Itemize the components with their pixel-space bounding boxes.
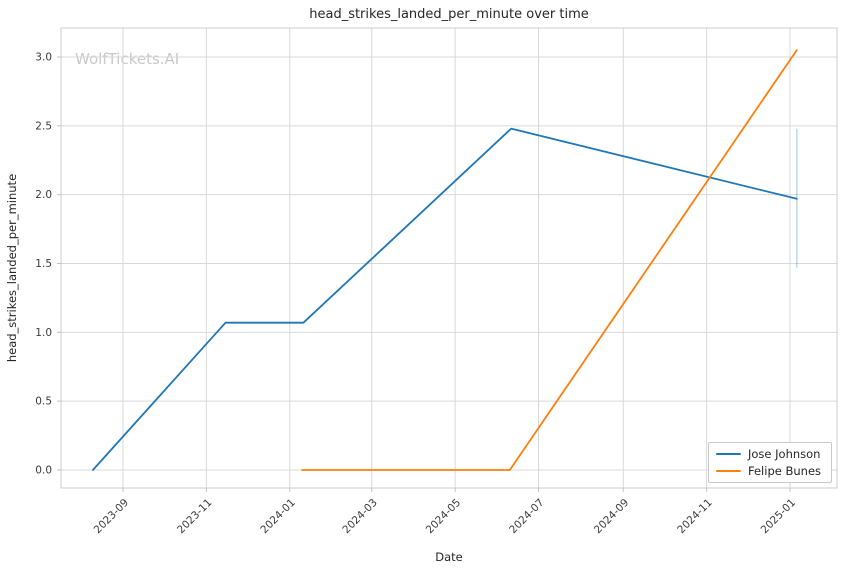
y-tick-label: 0.5: [35, 396, 52, 408]
y-tick-label: 2.5: [35, 120, 52, 132]
legend-line-swatch-blue: [716, 452, 741, 456]
x-tick-label: 2025-01: [759, 497, 799, 537]
y-axis-label: head_strikes_landed_per_minute: [5, 173, 19, 363]
watermark: WolfTickets.AI: [75, 50, 180, 68]
x-tick-label: 2023-11: [175, 497, 215, 537]
x-tick-label: 2023-09: [92, 497, 132, 537]
legend: Jose Johnson Felipe Bunes: [708, 442, 832, 483]
series-line-jose-johnson: [92, 127, 798, 471]
y-tick-label: 1.5: [35, 258, 52, 270]
gridlines: [61, 28, 837, 488]
x-axis-label: Date: [435, 550, 463, 564]
plot-border: [60, 27, 838, 489]
x-tick-label: 2024-09: [592, 497, 632, 537]
chart-title: head_strikes_landed_per_minute over time: [309, 7, 589, 22]
x-tick-label: 2024-07: [507, 497, 547, 537]
x-tick-label: 2024-03: [340, 497, 380, 537]
legend-item: Felipe Bunes: [716, 464, 824, 478]
y-tick-label: 2.0: [35, 189, 52, 201]
x-tick-label: 2024-01: [258, 497, 298, 537]
legend-label: Felipe Bunes: [748, 464, 822, 478]
legend-label: Jose Johnson: [748, 447, 821, 461]
legend-line-swatch-orange: [716, 469, 741, 473]
y-tick-label: 3.0: [35, 51, 52, 63]
x-tick-label: 2024-05: [424, 497, 464, 537]
tick-marks: [57, 56, 791, 492]
y-tick-label: 0.0: [35, 465, 52, 477]
y-tick-label: 1.0: [35, 327, 52, 339]
legend-item: Jose Johnson: [716, 447, 824, 461]
x-tick-label: 2024-11: [675, 497, 715, 537]
series-line-felipe-bunes: [301, 49, 798, 471]
